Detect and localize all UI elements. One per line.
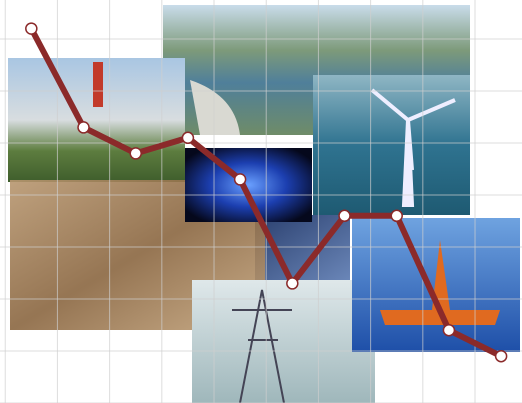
marker <box>233 173 247 186</box>
dam <box>190 80 240 135</box>
marker <box>390 209 403 223</box>
pylon-photo <box>192 280 375 403</box>
gas-flame-photo <box>185 148 312 222</box>
marker <box>286 277 299 290</box>
marker <box>338 209 351 223</box>
chimney <box>93 62 103 107</box>
marker <box>442 323 456 337</box>
plot <box>25 22 508 363</box>
oil-rig <box>380 240 500 325</box>
wind-photo <box>313 75 470 215</box>
marker <box>494 349 508 363</box>
turbine <box>370 88 456 207</box>
marker <box>181 131 195 145</box>
marker <box>77 121 90 134</box>
photos <box>8 5 520 403</box>
marker <box>25 22 38 35</box>
pylon <box>232 289 292 403</box>
line <box>28 27 503 359</box>
marker <box>129 147 142 160</box>
